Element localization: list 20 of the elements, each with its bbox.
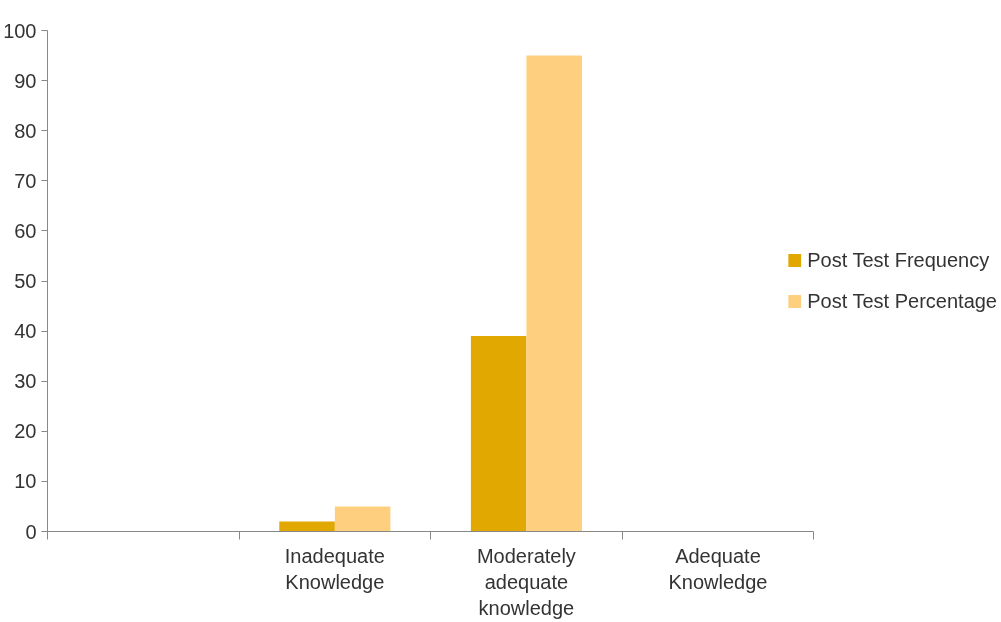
x-tick-label: Adequate Knowledge [668,544,768,593]
y-tick-label: 40 [14,320,37,343]
y-tick-label: 30 [14,370,37,393]
bar [334,506,391,532]
y-tick-label: 70 [14,169,37,192]
y-tick-label: 0 [25,520,37,543]
x-tick-label: Moderately adequate knowledge [476,544,576,620]
y-tick-label: 10 [14,470,37,493]
y-tick-label: 90 [14,69,37,92]
x-tick-label: Inadequate Knowledge [284,544,385,593]
y-tick-label: 50 [14,270,37,292]
y-tick-label: 60 [14,219,37,242]
y-tick-label: 20 [14,420,37,443]
legend-label: Post Test Frequency [807,248,990,272]
y-tick-label: 100 [3,19,37,42]
legend-label: Post Test Percentage [807,289,997,313]
y-tick-label: 80 [14,119,37,142]
bar [470,336,527,532]
bar [526,55,582,532]
bar [279,521,335,532]
